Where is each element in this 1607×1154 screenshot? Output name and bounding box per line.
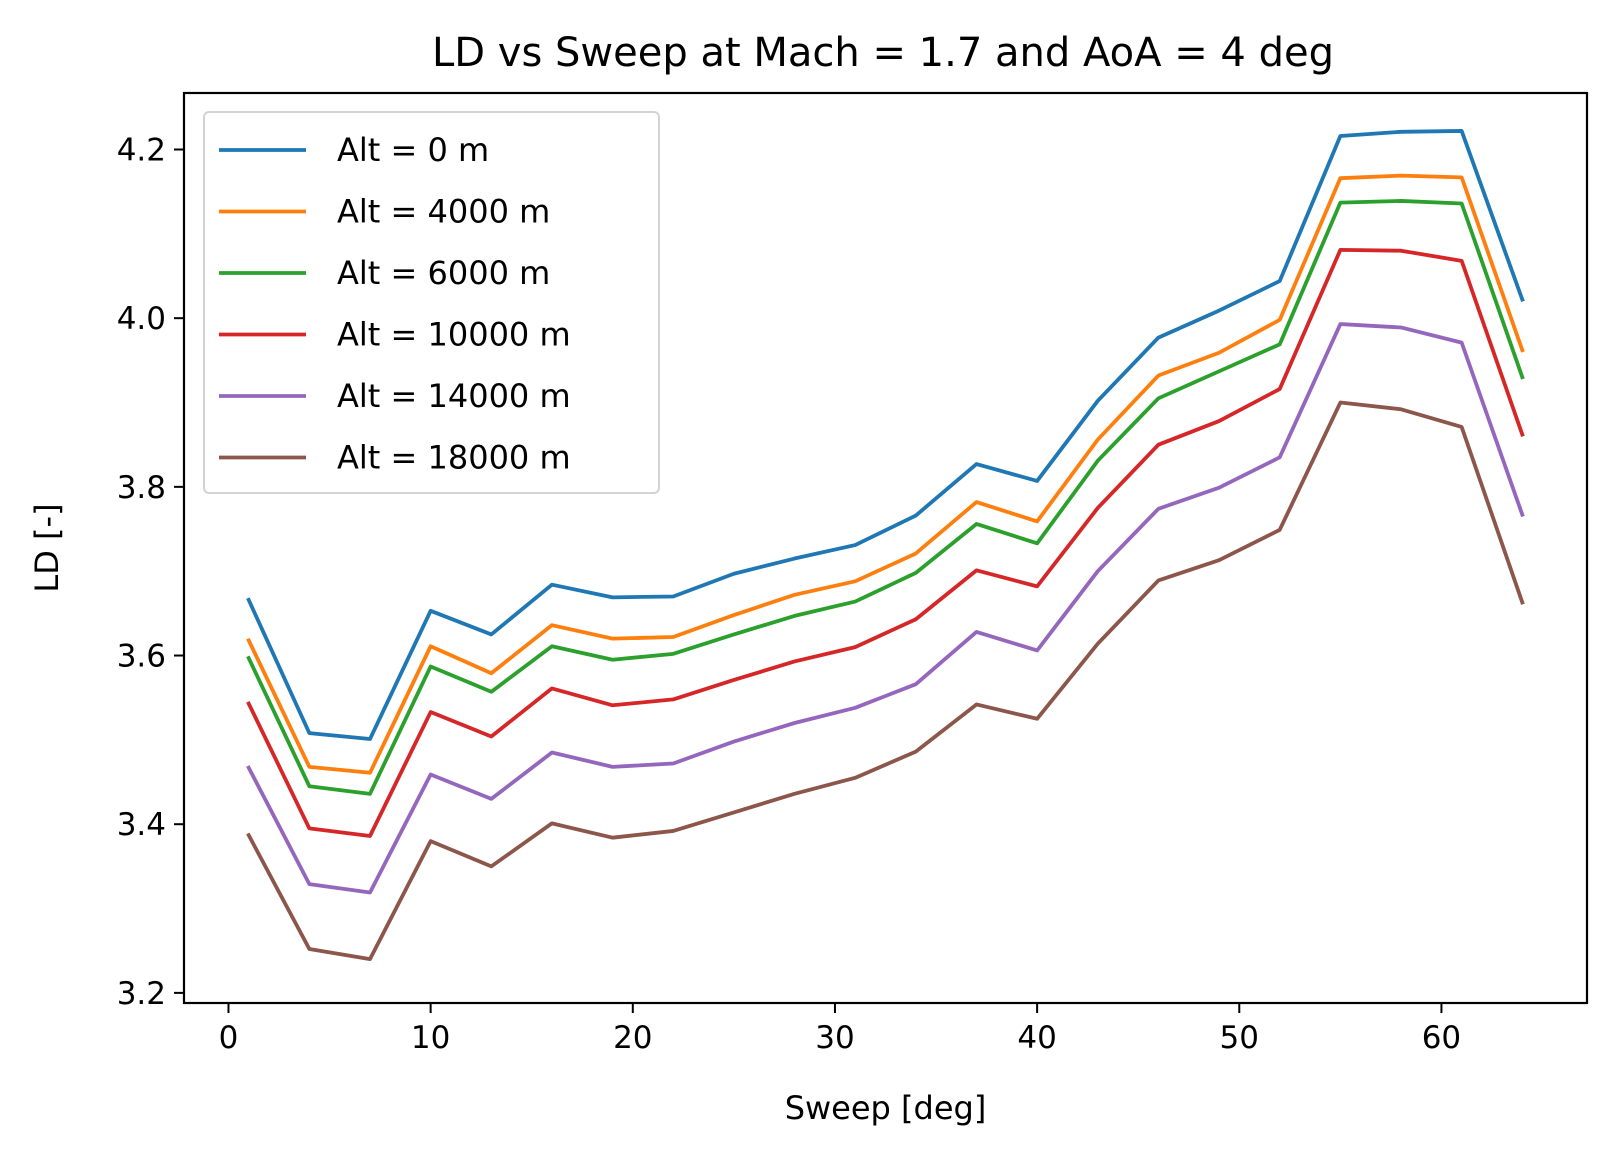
x-axis-label: Sweep [deg] [785, 1089, 987, 1127]
series-line-4 [246, 247, 1525, 838]
axes-frame [182, 91, 1589, 1005]
series-line-3 [246, 199, 1525, 796]
chart-title: LD vs Sweep at Mach = 1.7 and AoA = 4 de… [432, 30, 1334, 76]
y-tick-label: 3.4 [117, 807, 166, 843]
x-tick-label: 50 [1220, 1020, 1259, 1056]
series-line-1 [246, 129, 1525, 741]
y-tick-label: 3.8 [117, 470, 166, 506]
series-line-5 [246, 322, 1525, 895]
legend-label: Alt = 0 m [337, 131, 489, 169]
legend-box [203, 111, 660, 494]
y-tick-label: 4.0 [117, 301, 166, 337]
x-tick-label: 20 [613, 1020, 652, 1056]
axis-ticks: 0 10 20 30 40 50 60 3.2 3.4 3.6 3.8 4.0 4.2 [117, 133, 1461, 1056]
series-lines [246, 129, 1525, 962]
legend-label: Alt = 6000 m [337, 254, 550, 292]
legend-label: Alt = 14000 m [337, 377, 571, 415]
x-tick-label: 30 [815, 1020, 854, 1056]
y-tick-label: 3.6 [117, 639, 166, 675]
x-tick-label: 60 [1422, 1020, 1461, 1056]
legend: Alt = 0 m Alt = 4000 m Alt = 6000 m Alt = 1… [203, 111, 660, 494]
series-line-6 [246, 400, 1525, 962]
legend-label: Alt = 18000 m [337, 439, 571, 477]
y-axis-label: LD [-] [28, 503, 66, 592]
series-line-2 [246, 173, 1525, 775]
y-tick-label: 4.2 [117, 133, 166, 169]
x-tick-label: 0 [219, 1020, 239, 1056]
legend-label: Alt = 4000 m [337, 193, 550, 231]
legend-label: Alt = 10000 m [337, 316, 571, 354]
x-tick-label: 40 [1017, 1020, 1056, 1056]
x-tick-label: 10 [411, 1020, 450, 1056]
y-tick-label: 3.2 [117, 976, 166, 1012]
plot-area [246, 129, 1525, 962]
